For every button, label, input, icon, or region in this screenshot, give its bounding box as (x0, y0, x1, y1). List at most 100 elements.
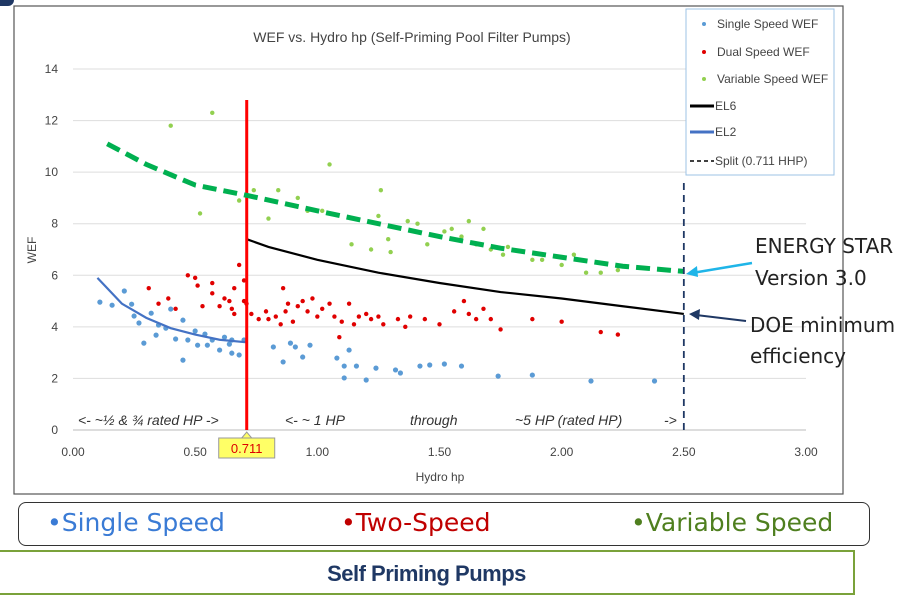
range-annotation: through (410, 412, 458, 428)
data-point-dual (368, 316, 374, 322)
x-tick-label: 1.00 (306, 445, 330, 459)
data-point-variable (378, 187, 384, 193)
data-point-dual (407, 314, 413, 319)
data-point-dual (217, 304, 222, 309)
legend-two-speed: •Two-Speed (341, 508, 491, 537)
data-point-dual (461, 298, 467, 304)
energy-star-callout-line1: ENERGY STAR (755, 234, 894, 258)
data-point-variable (449, 226, 454, 232)
data-point-single (495, 373, 501, 379)
data-point-variable (376, 213, 381, 219)
footer-title: Self Priming Pumps (327, 561, 526, 586)
doe-callout-line2: efficiency (750, 344, 847, 368)
data-point-dual (192, 275, 198, 281)
chart-title: WEF vs. Hydro hp (Self-Priming Pool Filt… (253, 29, 570, 45)
data-point-single (173, 336, 179, 342)
data-point-dual (195, 283, 200, 288)
data-point-dual (295, 304, 300, 309)
data-point-variable (539, 257, 545, 263)
legend-label: Split (0.711 HHP) (715, 154, 807, 168)
data-point-single (292, 344, 298, 350)
energy-star-arrow (691, 261, 753, 275)
data-point-single (280, 359, 286, 365)
data-point-single (153, 332, 159, 338)
data-point-dual (236, 262, 242, 268)
data-point-single (397, 370, 404, 376)
data-point-dual (249, 311, 254, 317)
data-point-single (427, 362, 433, 368)
doe-arrow (695, 314, 747, 322)
data-point-variable (405, 218, 410, 224)
data-point-single (341, 375, 347, 381)
data-point-variable (320, 208, 325, 214)
legend-marker (702, 50, 706, 54)
data-point-dual (305, 309, 310, 314)
data-point-dual (210, 280, 215, 286)
data-point-dual (437, 322, 442, 327)
energy-star-callout-line2: Version 3.0 (755, 266, 867, 290)
data-point-variable (295, 195, 300, 201)
data-point-variable (598, 270, 603, 275)
energy-star-arrowhead (686, 266, 698, 277)
data-point-dual (278, 322, 283, 327)
data-point-dual (320, 306, 325, 312)
data-point-single (270, 344, 276, 350)
data-point-dual (473, 316, 479, 322)
line-el6 (246, 238, 684, 316)
data-point-single (180, 317, 186, 323)
doe-callout-line1: DOE minimum (750, 313, 896, 337)
x-tick-label: 0.00 (61, 445, 85, 459)
data-point-dual (210, 291, 215, 296)
data-point-single (588, 378, 594, 384)
data-point-dual (266, 316, 271, 322)
legend-label: EL2 (715, 125, 737, 139)
data-point-dual (376, 314, 381, 319)
data-point-single (148, 310, 154, 316)
y-axis-label: WEF (25, 237, 39, 264)
data-point-variable (388, 249, 393, 255)
data-point-dual (280, 285, 286, 291)
data-point-dual (166, 296, 171, 301)
data-point-single (392, 367, 399, 373)
y-tick-label: 0 (51, 423, 58, 437)
data-point-single (180, 357, 186, 363)
data-point-dual (232, 311, 237, 317)
category-legend: •Single Speed •Two-Speed •Variable Speed (18, 502, 870, 546)
data-point-dual (530, 316, 535, 322)
data-point-dual (356, 314, 362, 319)
data-point-single (109, 302, 115, 308)
data-point-dual (395, 316, 401, 322)
data-point-single (307, 342, 313, 348)
split-marker-box (218, 437, 276, 459)
data-point-dual (466, 311, 472, 317)
data-point-single (185, 337, 191, 343)
data-point-dual (327, 301, 332, 306)
data-point-single (417, 363, 423, 369)
data-point-dual (481, 306, 486, 312)
data-point-variable (276, 187, 281, 193)
data-point-variable (583, 270, 589, 275)
data-point-variable (615, 267, 621, 273)
data-point-dual (339, 319, 344, 324)
data-point-single (341, 363, 347, 369)
y-tick-label: 10 (45, 165, 59, 179)
data-point-single (529, 372, 535, 378)
data-point-single (334, 355, 340, 361)
legend-single-speed: •Single Speed (47, 508, 225, 537)
legend-label: EL6 (715, 99, 737, 113)
data-point-dual (200, 304, 205, 309)
data-point-dual (156, 301, 161, 306)
data-point-variable (571, 252, 577, 257)
data-point-variable (266, 216, 271, 221)
data-point-dual (310, 296, 315, 301)
y-tick-label: 4 (51, 320, 58, 334)
data-point-dual (273, 314, 278, 319)
data-point-single (229, 350, 235, 356)
data-point-single (373, 365, 379, 371)
legend-label: Dual Speed WEF (717, 45, 810, 59)
data-point-variable (197, 211, 203, 216)
data-point-single (226, 341, 232, 347)
data-point-single (287, 340, 294, 346)
data-point-dual (146, 285, 151, 291)
data-point-variable (385, 236, 391, 242)
